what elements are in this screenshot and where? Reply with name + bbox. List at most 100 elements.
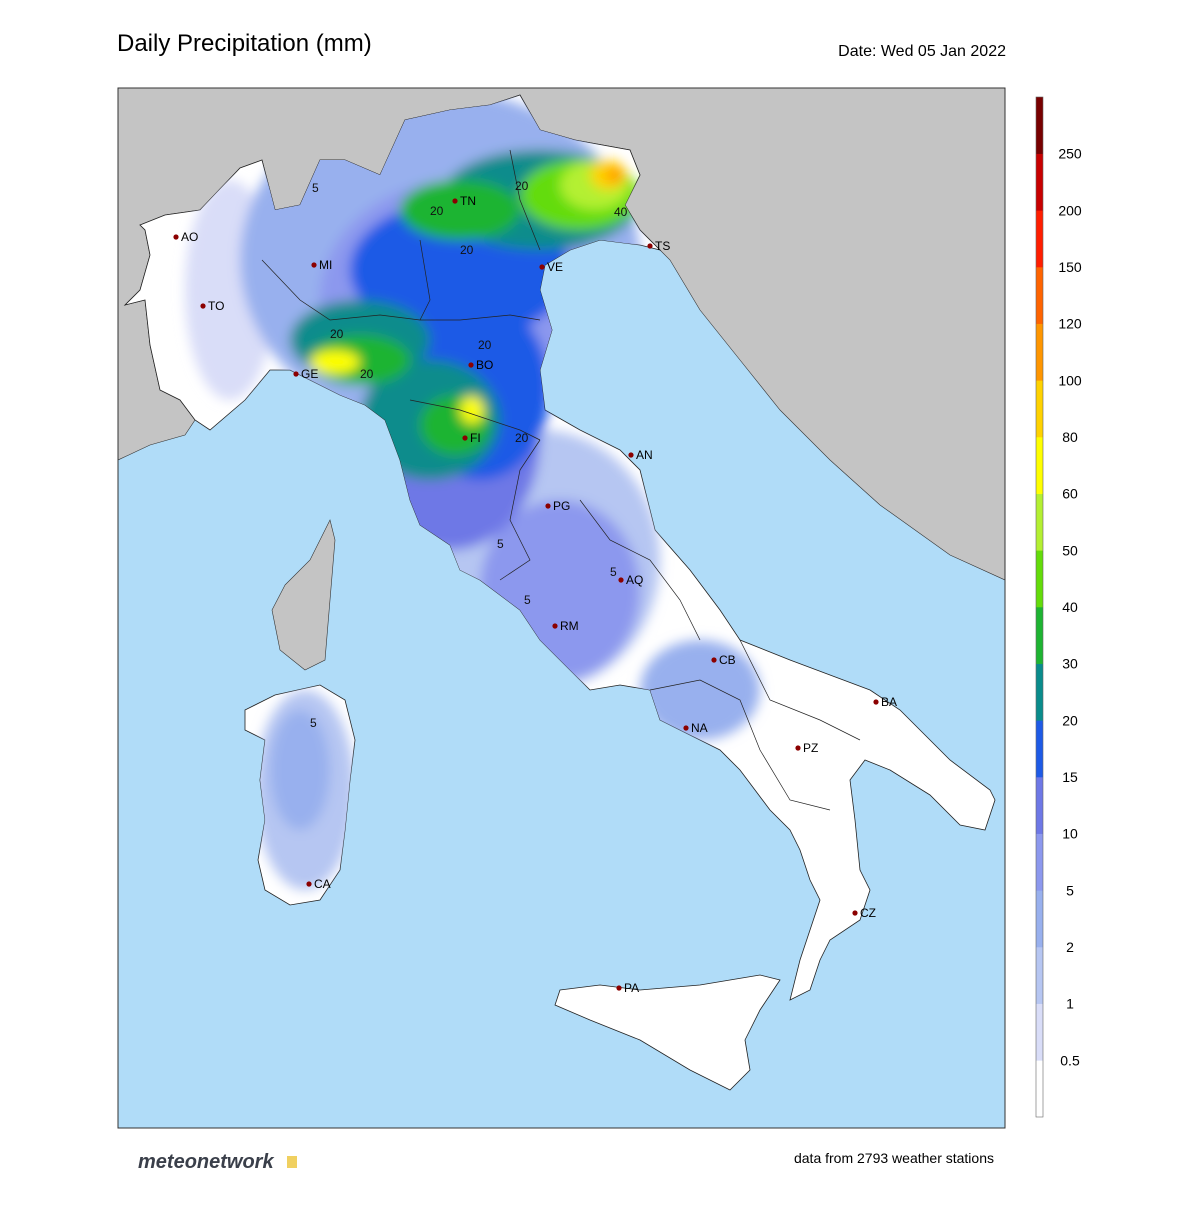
corsica bbox=[271, 519, 336, 671]
colorbar-band bbox=[1036, 947, 1043, 1004]
city-dot bbox=[539, 264, 545, 270]
contour-label: 5 bbox=[524, 593, 531, 607]
contour-label: 20 bbox=[430, 204, 444, 218]
colorbar-label: 200 bbox=[1058, 202, 1082, 218]
city-dot bbox=[683, 725, 689, 731]
city-dot bbox=[873, 699, 879, 705]
contour-label: 5 bbox=[497, 537, 504, 551]
city-dot bbox=[462, 435, 468, 441]
colorbar-label: 80 bbox=[1062, 429, 1078, 445]
stations-note: data from 2793 weather stations bbox=[794, 1150, 994, 1166]
colorbar-label: 1 bbox=[1066, 996, 1074, 1012]
colorbar-label: 120 bbox=[1058, 316, 1082, 332]
city-dot bbox=[618, 577, 624, 583]
contour-label: 5 bbox=[610, 565, 617, 579]
city-dot bbox=[173, 234, 179, 240]
city-dot bbox=[545, 503, 551, 509]
city-label: TO bbox=[208, 299, 224, 313]
city-dot bbox=[628, 452, 634, 458]
colorbar-label: 10 bbox=[1062, 826, 1078, 842]
city-dot bbox=[616, 985, 622, 991]
colorbar-band bbox=[1036, 663, 1043, 721]
contour-label: 20 bbox=[515, 431, 529, 445]
city-label: CA bbox=[314, 877, 331, 891]
colorbar-label: 250 bbox=[1058, 146, 1082, 162]
city-dot bbox=[852, 910, 858, 916]
city-label: PA bbox=[624, 981, 639, 995]
contour-labels: 5 20 20 20 40 20 20 20 20 5 5 5 5 bbox=[310, 179, 628, 730]
contour-label: 5 bbox=[312, 181, 319, 195]
city-dot bbox=[306, 881, 312, 887]
city-label: PG bbox=[553, 499, 570, 513]
region-borders bbox=[261, 149, 861, 811]
colorbar-band bbox=[1036, 720, 1043, 778]
city-dot bbox=[468, 362, 474, 368]
city-label: NA bbox=[691, 721, 708, 735]
colorbar-label: 5 bbox=[1066, 882, 1074, 898]
colorbar-band bbox=[1036, 323, 1043, 381]
city-dot bbox=[647, 243, 653, 249]
colorbar-band bbox=[1036, 210, 1043, 268]
colorbar-band bbox=[1036, 890, 1043, 948]
city-label: CB bbox=[719, 653, 736, 667]
city-dot bbox=[452, 198, 458, 204]
title: Daily Precipitation (mm) bbox=[117, 30, 372, 57]
city-label: VE bbox=[547, 260, 563, 274]
logo: meteonetwork bbox=[138, 1151, 274, 1173]
city-dot bbox=[200, 303, 206, 309]
colorbar-band bbox=[1036, 833, 1043, 891]
contour-label: 20 bbox=[460, 243, 474, 257]
colorbar-label: 50 bbox=[1062, 542, 1078, 558]
colorbar-band bbox=[1036, 380, 1043, 438]
city-dot bbox=[552, 623, 558, 629]
logo-square bbox=[287, 1156, 297, 1168]
city-dot bbox=[795, 745, 801, 751]
colorbar-band bbox=[1036, 777, 1043, 834]
colorbar-label: 15 bbox=[1062, 769, 1078, 785]
colorbar-band bbox=[1036, 267, 1043, 324]
cities: AO TO MI TN VE TS GE BO FI AN PG AQ RM CB BA NA PZ CZ CA PA bbox=[173, 194, 897, 995]
colorbar-band bbox=[1036, 493, 1043, 551]
city-dot bbox=[711, 657, 717, 663]
colorbar-band bbox=[1036, 550, 1043, 608]
colorbar-label: 20 bbox=[1062, 712, 1078, 728]
city-label: CZ bbox=[860, 906, 876, 920]
date: Date: Wed 05 Jan 2022 bbox=[838, 43, 1006, 60]
colorbar-band bbox=[1036, 97, 1043, 154]
contour-label: 20 bbox=[360, 367, 374, 381]
city-label: AO bbox=[181, 230, 198, 244]
colorbar-label: 150 bbox=[1058, 259, 1082, 275]
city-label: AQ bbox=[626, 573, 643, 587]
colorbar-band bbox=[1036, 1003, 1043, 1061]
city-dot bbox=[311, 262, 317, 268]
city-label: TN bbox=[460, 194, 476, 208]
colorbar-band bbox=[1036, 607, 1043, 664]
colorbar-band bbox=[1036, 153, 1043, 211]
city-label: FI bbox=[470, 431, 481, 445]
contour-label: 5 bbox=[310, 716, 317, 730]
city-dot bbox=[293, 371, 299, 377]
colorbar: 0.5 1 2 5 10 15 20 30 40 50 60 80 100 120 150 200 250 bbox=[1035, 96, 1082, 1118]
colorbar-label: 2 bbox=[1066, 939, 1074, 955]
colorbar-label: 30 bbox=[1062, 656, 1078, 672]
city-label: BA bbox=[881, 695, 897, 709]
colorbar-band bbox=[1036, 1060, 1043, 1118]
colorbar-label: 100 bbox=[1058, 372, 1082, 388]
city-label: TS bbox=[655, 239, 670, 253]
city-label: GE bbox=[301, 367, 318, 381]
city-label: MI bbox=[319, 258, 332, 272]
city-label: AN bbox=[636, 448, 653, 462]
colorbar-label: 60 bbox=[1062, 486, 1078, 502]
contour-label: 20 bbox=[515, 179, 529, 193]
map-frame bbox=[117, 87, 1006, 1129]
colorbar-label: 0.5 bbox=[1060, 1052, 1080, 1068]
city-label: RM bbox=[560, 619, 579, 633]
contour-label: 40 bbox=[614, 205, 628, 219]
city-label: BO bbox=[476, 358, 493, 372]
city-label: PZ bbox=[803, 741, 818, 755]
map-area bbox=[118, 88, 1005, 1128]
colorbar-label: 40 bbox=[1062, 599, 1078, 615]
contour-label: 20 bbox=[330, 327, 344, 341]
colorbar-band bbox=[1036, 437, 1043, 494]
